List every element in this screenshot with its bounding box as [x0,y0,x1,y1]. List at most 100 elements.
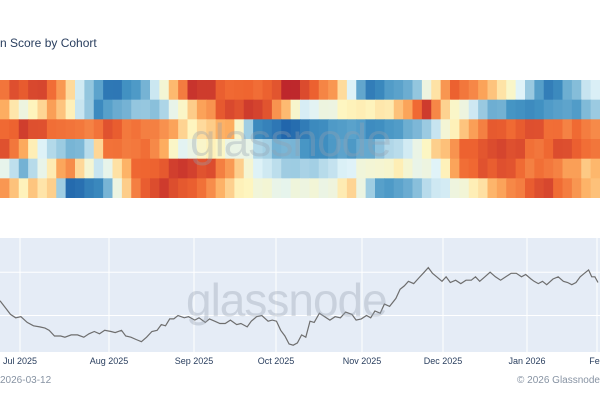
footer-copyright: © 2026 Glassnode [517,375,600,386]
heatmap-cell-r1-c3 [28,99,39,120]
heatmap-cell-r0-c59 [553,80,564,101]
heatmap-cell-r0-c42 [393,80,404,101]
heatmap-cell-r3-c3 [28,139,39,160]
heatmap-cell-r0-c53 [496,80,507,101]
heatmap-cell-r3-c8 [75,139,85,160]
heatmap-cell-r3-c23 [215,139,226,160]
heatmap-cell-r5-c33 [309,178,320,198]
heatmap-cell-r3-c33 [309,139,320,160]
heatmap-cell-r5-c19 [178,178,189,198]
heatmap-cell-r3-c24 [225,139,235,160]
heatmap-cell-r3-c38 [356,139,367,160]
heatmap-cell-r4-c37 [346,158,357,179]
heatmap-cell-r4-c17 [159,158,170,179]
heatmap-cell-r0-c33 [309,80,320,101]
heatmap-cell-r4-c35 [328,158,339,179]
heatmap-cell-r3-c52 [487,139,498,160]
heatmap-cell-r4-c40 [375,158,385,179]
heatmap-cell-r3-c22 [206,139,217,160]
heatmap-cell-r0-c19 [178,80,189,101]
heatmap-cell-r3-c18 [168,139,179,160]
heatmap-cell-r4-c24 [225,158,235,179]
heatmap-cell-r1-c27 [253,99,264,120]
heatmap-cell-r4-c41 [384,158,395,179]
heatmap-cell-r2-c52 [487,119,498,140]
x-tick-label-0: Jul 2025 [3,356,37,366]
heatmap-cell-r1-c4 [37,99,48,120]
heatmap-cell-r0-c31 [290,80,301,101]
heatmap-cell-r0-c37 [346,80,357,101]
heatmap-cell-r1-c55 [515,99,526,120]
heatmap-cell-r5-c21 [196,178,207,198]
heatmap-cell-r0-c36 [337,80,348,101]
heatmap-cell-r2-c39 [365,119,376,140]
heatmap-cell-r3-c21 [196,139,207,160]
heatmap-cell-r5-c59 [553,178,564,198]
heatmap-cell-r1-c9 [84,99,95,120]
heatmap-cell-r5-c22 [206,178,217,198]
heatmap-cell-r5-c52 [487,178,498,198]
heatmap-cell-r1-c12 [112,99,123,120]
heatmap-cell-r2-c55 [515,119,526,140]
heatmap-cell-r5-c46 [431,178,442,198]
heatmap-cell-r1-c54 [506,99,517,120]
heatmap-cell-r3-c61 [571,139,582,160]
x-tick-label-2: Sep 2025 [175,356,214,366]
heatmap-cell-r2-c9 [84,119,95,140]
heatmap-cell-r5-c45 [421,178,432,198]
heatmap-cell-r2-c44 [412,119,423,140]
heatmap-cell-r1-c2 [18,99,29,120]
heatmap-cell-r4-c6 [56,158,67,179]
heatmap-cell-r4-c16 [150,158,160,179]
heatmap-cell-r4-c39 [365,158,376,179]
heatmap-cell-r0-c30 [281,80,292,101]
heatmap-cell-r0-c6 [56,80,67,101]
heatmap-cell-r0-c4 [37,80,48,101]
heatmap-cell-r4-c18 [168,158,179,179]
heatmap-cell-r1-c22 [206,99,217,120]
heatmap-cell-r0-c10 [93,80,104,101]
heatmap-cell-r5-c5 [46,178,57,198]
heatmap-cell-r5-c44 [412,178,423,198]
heatmap-cell-r0-c26 [243,80,254,101]
heatmap-cell-r3-c2 [18,139,29,160]
heatmap-cell-r1-c21 [196,99,207,120]
heatmap-cell-r0-c41 [384,80,395,101]
heatmap-cell-r5-c16 [150,178,160,198]
heatmap-cell-r3-c59 [553,139,564,160]
heatmap-cell-r2-c51 [478,119,489,140]
heatmap-cell-r3-c36 [337,139,348,160]
heatmap-cell-r3-c63 [590,139,600,160]
heatmap-cell-r2-c30 [281,119,292,140]
heatmap-cell-r2-c7 [65,119,76,140]
heatmap-cell-r2-c45 [421,119,432,140]
heatmap-cell-r4-c4 [37,158,48,179]
heatmap-cell-r5-c49 [459,178,470,198]
heatmap-cell-r0-c1 [9,80,20,101]
heatmap-cell-r1-c44 [412,99,423,120]
heatmap-cell-r1-c5 [46,99,57,120]
heatmap-cell-r5-c51 [478,178,489,198]
heatmap-cell-r1-c50 [468,99,479,120]
heatmap-cell-r5-c10 [93,178,104,198]
heatmap-cell-r4-c63 [590,158,600,179]
heatmap-cell-r5-c57 [534,178,545,198]
heatmap-cell-r0-c54 [506,80,517,101]
heatmap-cell-r1-c41 [384,99,395,120]
heatmap-cell-r2-c60 [562,119,573,140]
heatmap-cell-r5-c0 [0,178,10,198]
heatmap-cell-r4-c21 [196,158,207,179]
heatmap-cell-r4-c48 [450,158,460,179]
heatmap-cell-r1-c38 [356,99,367,120]
heatmap-cell-r1-c39 [365,99,376,120]
heatmap-cell-r3-c30 [281,139,292,160]
heatmap-cell-r1-c26 [243,99,254,120]
heatmap-cell-r1-c8 [75,99,85,120]
heatmap-chart [0,80,600,198]
heatmap-cell-r1-c60 [562,99,573,120]
x-tick-label-3: Oct 2025 [258,356,295,366]
heatmap-cell-r1-c6 [56,99,67,120]
heatmap-cell-r3-c29 [271,139,282,160]
heatmap-cell-r3-c57 [534,139,545,160]
heatmap-cell-r1-c24 [225,99,235,120]
